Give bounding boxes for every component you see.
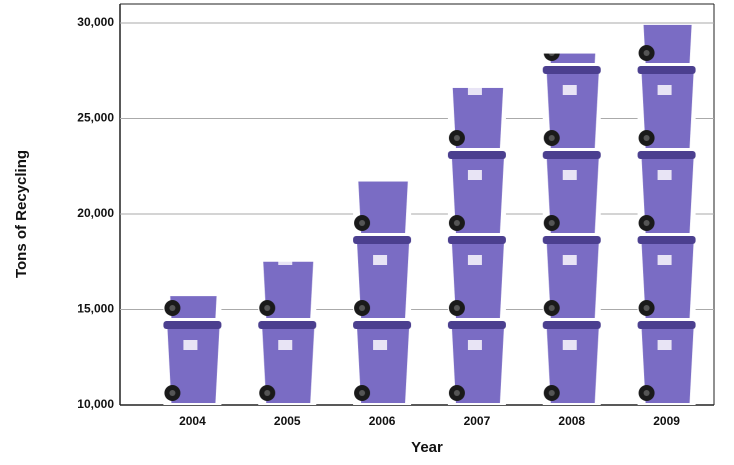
bar [353, 181, 412, 405]
y-tick-label: 15,000 [77, 302, 114, 316]
x-tick-label: 2009 [653, 414, 680, 428]
bar [542, 53, 601, 406]
x-tick-label: 2004 [179, 414, 206, 428]
x-tick-label: 2007 [464, 414, 491, 428]
x-tick-label: 2006 [369, 414, 396, 428]
bar [258, 261, 317, 405]
y-tick-label: 10,000 [77, 397, 114, 411]
y-tick-label: 25,000 [77, 111, 114, 125]
bar [447, 87, 506, 405]
y-tick-label: 20,000 [77, 206, 114, 220]
y-axis-title: Tons of Recycling [13, 150, 30, 278]
x-tick-label: 2005 [274, 414, 301, 428]
x-tick-label: 2008 [558, 414, 585, 428]
x-axis-title: Year [411, 439, 443, 456]
y-tick-label: 30,000 [77, 15, 114, 29]
bar [637, 24, 696, 405]
bar [163, 296, 222, 405]
